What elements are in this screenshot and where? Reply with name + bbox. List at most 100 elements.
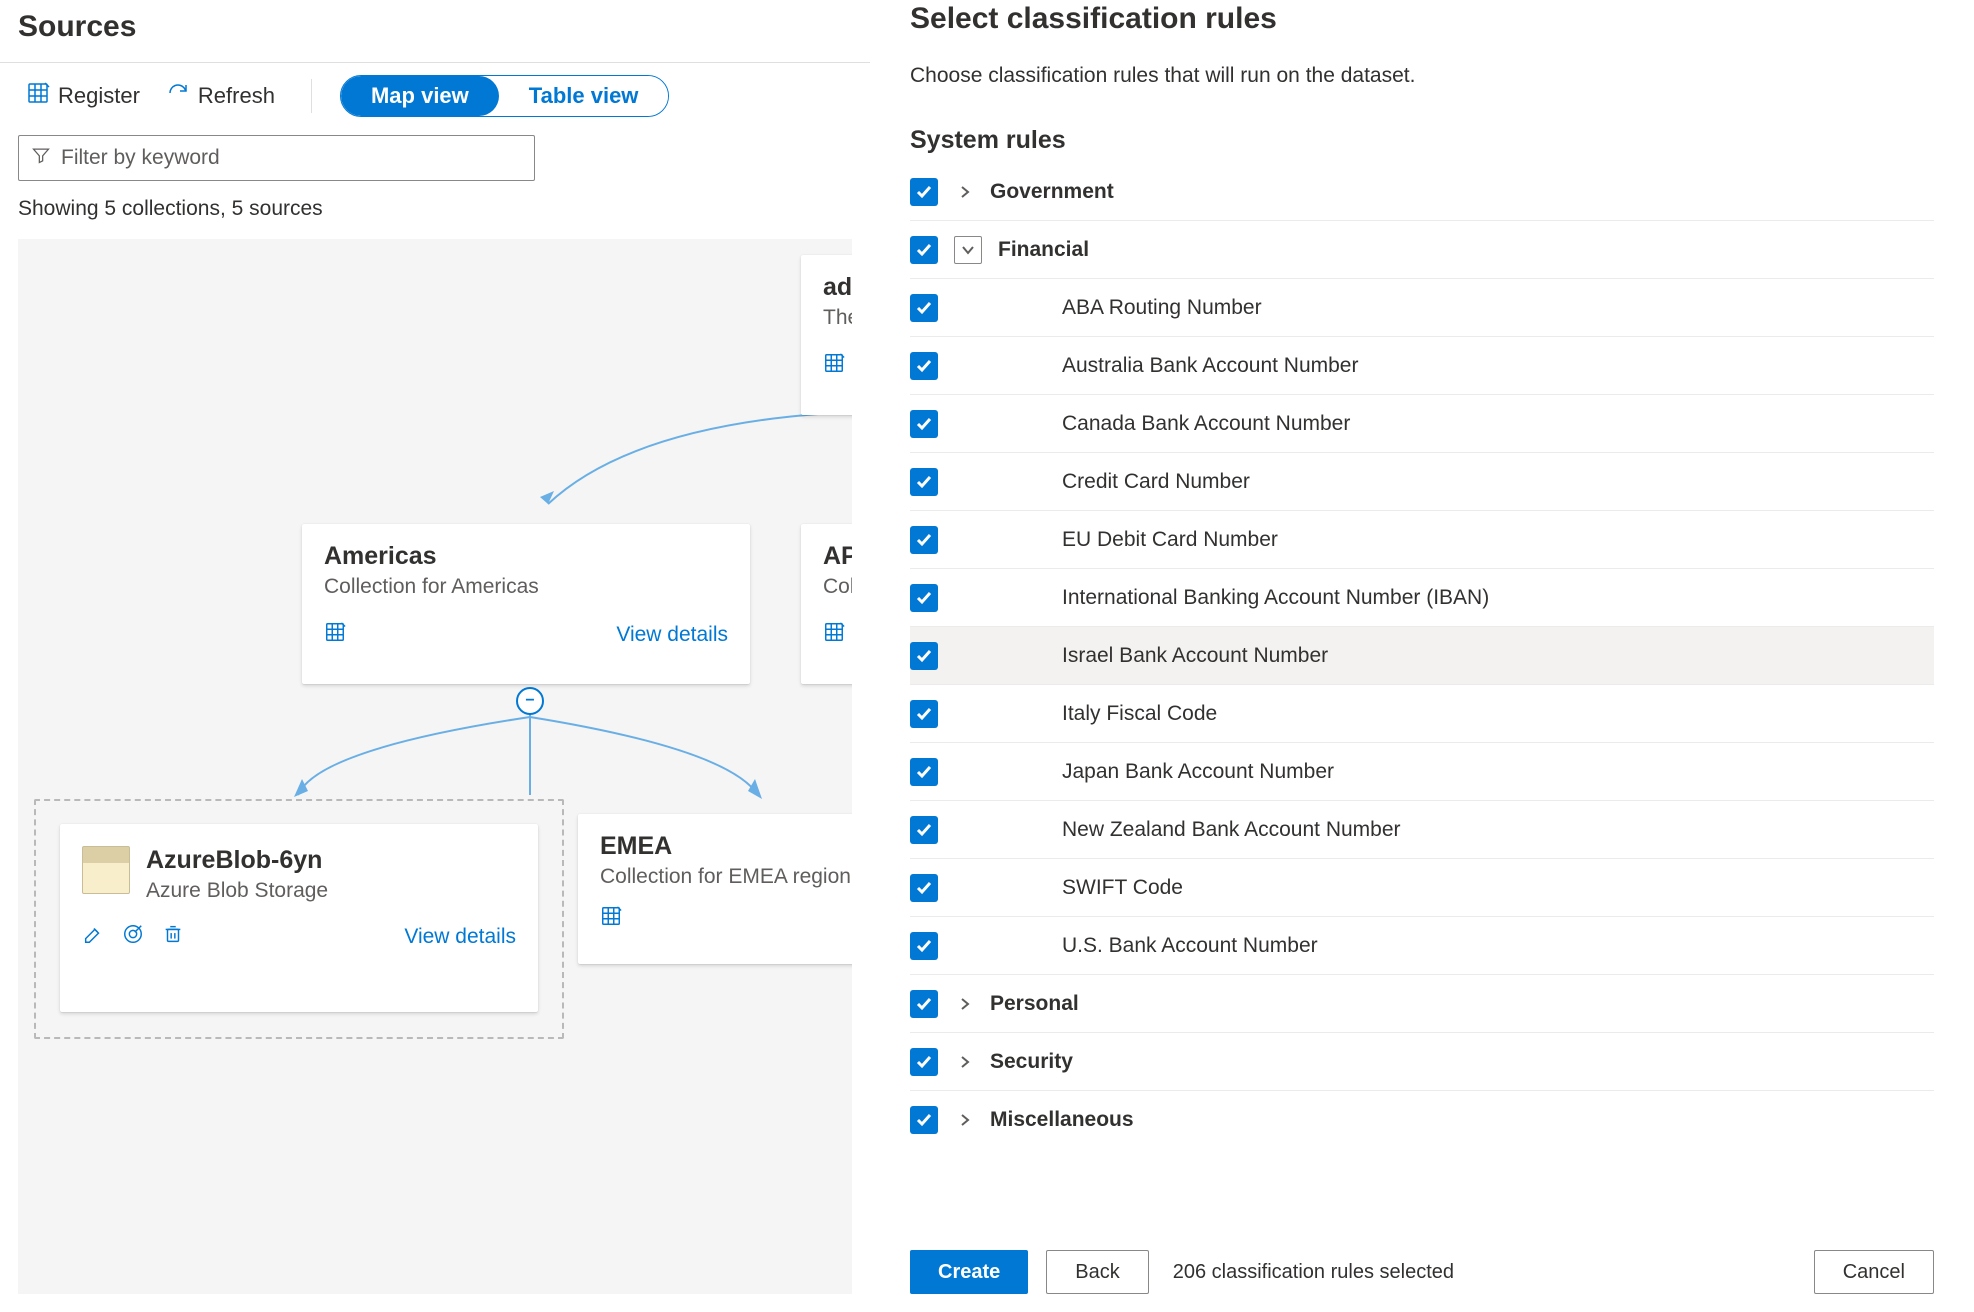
back-button[interactable]: Back (1046, 1250, 1148, 1294)
grid-icon (26, 81, 50, 111)
rule-label: Financial (998, 238, 1089, 262)
filter-input[interactable]: Filter by keyword (18, 135, 535, 181)
register-label: Register (58, 83, 140, 109)
checkbox[interactable] (910, 352, 938, 380)
rule-label: Japan Bank Account Number (1062, 760, 1334, 784)
map-canvas[interactable]: adpu The n Americas Collection for Ameri… (18, 239, 852, 1294)
rule-label: New Zealand Bank Account Number (1062, 818, 1401, 842)
rule-item[interactable]: EU Debit Card Number (910, 511, 1934, 569)
rule-item[interactable]: Canada Bank Account Number (910, 395, 1934, 453)
refresh-button[interactable]: Refresh (158, 75, 283, 117)
checkbox[interactable] (910, 700, 938, 728)
card-americas[interactable]: Americas Collection for Americas View de… (302, 524, 750, 684)
card-apac[interactable]: APA Colle (801, 524, 852, 684)
card-emea[interactable]: EMEA Collection for EMEA region (578, 814, 852, 964)
card-title: adpu (823, 273, 852, 302)
card-subtitle: The n (823, 306, 852, 330)
map-view-tab[interactable]: Map view (341, 76, 499, 116)
connectors (18, 239, 852, 1294)
page-title: Sources (0, 0, 870, 62)
card-title: EMEA (600, 832, 852, 861)
checkbox[interactable] (910, 1106, 938, 1134)
checkbox[interactable] (910, 816, 938, 844)
view-details-link[interactable]: View details (616, 623, 728, 647)
collapse-node-icon[interactable]: − (516, 687, 544, 715)
rule-label: International Banking Account Number (IB… (1062, 586, 1489, 610)
rule-category-misc[interactable]: Miscellaneous (910, 1091, 1934, 1149)
rule-item[interactable]: Italy Fiscal Code (910, 685, 1934, 743)
card-title: APA (823, 542, 852, 571)
checkbox[interactable] (910, 294, 938, 322)
checkbox[interactable] (910, 236, 938, 264)
checkbox[interactable] (910, 932, 938, 960)
edit-icon[interactable] (82, 923, 104, 950)
rule-label: Italy Fiscal Code (1062, 702, 1217, 726)
chevron-right-icon[interactable] (954, 182, 974, 202)
grid-icon[interactable] (324, 621, 346, 648)
table-view-tab[interactable]: Table view (499, 76, 669, 116)
rule-item[interactable]: Israel Bank Account Number (910, 627, 1934, 685)
checkbox[interactable] (910, 990, 938, 1018)
checkbox[interactable] (910, 1048, 938, 1076)
card-azureblob[interactable]: AzureBlob-6yn Azure Blob Storage View de… (60, 824, 538, 1012)
section-title: System rules (910, 126, 1934, 155)
rule-label: Canada Bank Account Number (1062, 412, 1350, 436)
checkbox[interactable] (910, 410, 938, 438)
rule-item[interactable]: International Banking Account Number (IB… (910, 569, 1934, 627)
rule-label: EU Debit Card Number (1062, 528, 1278, 552)
checkbox[interactable] (910, 584, 938, 612)
card-subtitle: Collection for EMEA region (600, 865, 852, 889)
grid-icon[interactable] (823, 621, 845, 648)
rule-item[interactable]: New Zealand Bank Account Number (910, 801, 1934, 859)
rule-category-financial[interactable]: Financial (910, 221, 1934, 279)
rule-label: Government (990, 180, 1114, 204)
blob-storage-icon (82, 846, 130, 894)
rule-item[interactable]: U.S. Bank Account Number (910, 917, 1934, 975)
card-subtitle: Collection for Americas (324, 575, 728, 599)
grid-icon[interactable] (600, 905, 622, 932)
checkbox[interactable] (910, 642, 938, 670)
rule-item[interactable]: Credit Card Number (910, 453, 1934, 511)
rule-label: Australia Bank Account Number (1062, 354, 1358, 378)
rule-category-personal[interactable]: Personal (910, 975, 1934, 1033)
chevron-right-icon[interactable] (954, 994, 974, 1014)
filter-icon (31, 145, 51, 171)
rule-item[interactable]: Japan Bank Account Number (910, 743, 1934, 801)
checkbox[interactable] (910, 468, 938, 496)
rule-label: SWIFT Code (1062, 876, 1183, 900)
panel-title: Select classification rules (910, 0, 1934, 36)
toolbar: Register Refresh Map view Table view (0, 63, 870, 129)
rule-category-government[interactable]: Government (910, 163, 1934, 221)
card-adp[interactable]: adpu The n (801, 255, 852, 415)
register-button[interactable]: Register (18, 75, 148, 117)
view-details-link[interactable]: View details (404, 925, 516, 949)
rule-label: Miscellaneous (990, 1108, 1134, 1132)
checkbox[interactable] (910, 874, 938, 902)
target-icon[interactable] (122, 923, 144, 950)
create-button[interactable]: Create (910, 1250, 1028, 1294)
refresh-label: Refresh (198, 83, 275, 109)
grid-icon[interactable] (823, 352, 845, 379)
card-subtitle: Azure Blob Storage (146, 879, 328, 903)
rule-item[interactable]: ABA Routing Number (910, 279, 1934, 337)
checkbox[interactable] (910, 758, 938, 786)
cancel-button[interactable]: Cancel (1814, 1250, 1934, 1294)
rule-category-security[interactable]: Security (910, 1033, 1934, 1091)
rule-item[interactable]: Australia Bank Account Number (910, 337, 1934, 395)
checkbox[interactable] (910, 178, 938, 206)
card-title: Americas (324, 542, 728, 571)
rule-label: Credit Card Number (1062, 470, 1250, 494)
rule-item[interactable]: SWIFT Code (910, 859, 1934, 917)
view-toggle: Map view Table view (340, 75, 669, 117)
chevron-right-icon[interactable] (954, 1052, 974, 1072)
trash-icon[interactable] (162, 923, 184, 950)
rule-label: U.S. Bank Account Number (1062, 934, 1318, 958)
checkbox[interactable] (910, 526, 938, 554)
chevron-down-icon[interactable] (954, 236, 982, 264)
rules-list: Government Financial ABA Routing Number Aus… (910, 163, 1934, 1149)
card-subtitle: Colle (823, 575, 852, 599)
panel-footer: Create Back 206 classification rules sel… (910, 1250, 1934, 1294)
selection-count: 206 classification rules selected (1173, 1261, 1454, 1284)
chevron-right-icon[interactable] (954, 1110, 974, 1130)
rule-label: Personal (990, 992, 1079, 1016)
